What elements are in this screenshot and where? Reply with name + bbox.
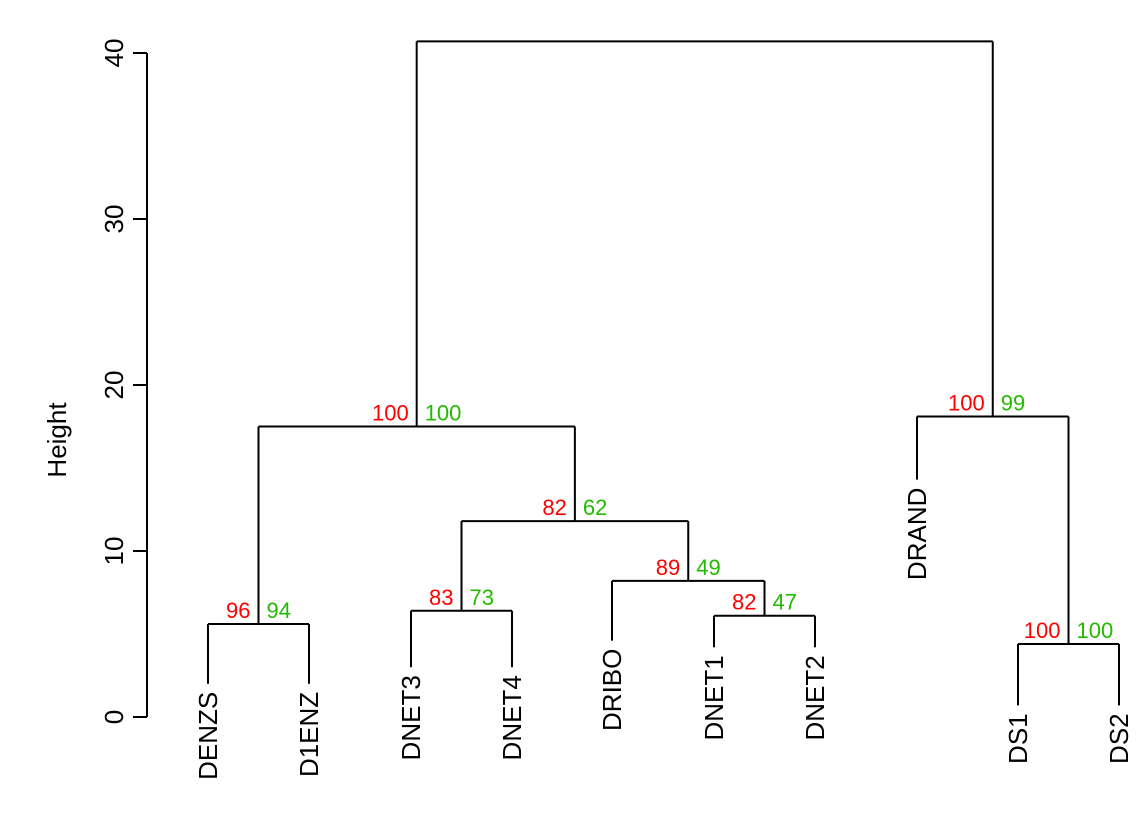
au-value-label: 100: [1024, 618, 1061, 643]
bp-value-label: 94: [267, 598, 291, 623]
leaf-label: DS2: [1104, 713, 1134, 764]
bp-value-label: 62: [583, 495, 607, 520]
bp-value-label: 49: [696, 555, 720, 580]
edge-labels: 96 94 83 73 82 47 89 49 82 62 100 100 100 100 100 99: [226, 391, 1113, 643]
leaf-label: DRAND: [902, 488, 932, 580]
bp-value-label: 100: [425, 401, 462, 426]
au-value-label: 96: [226, 598, 250, 623]
au-value-label: 82: [732, 590, 756, 615]
y-axis-label: Height: [42, 402, 72, 478]
leaf-label: D1ENZ: [294, 692, 324, 777]
y-tick-label: 0: [99, 710, 129, 724]
au-value-label: 83: [429, 585, 453, 610]
leaf-label: DNET1: [699, 655, 729, 740]
leaf-labels: DENZS D1ENZ DNET3 DNET4 DRIBO DNET1 DNET2 DRAND…: [193, 488, 1134, 780]
au-value-label: 100: [948, 391, 985, 416]
au-value-label: 82: [542, 495, 566, 520]
bp-value-label: 100: [1077, 618, 1114, 643]
bp-value-label: 47: [773, 590, 797, 615]
dendrogram-branches: [207, 40, 1120, 706]
au-value-label: 89: [656, 555, 680, 580]
y-tick-label: 20: [99, 371, 129, 400]
leaf-label: DS1: [1003, 713, 1033, 764]
bp-value-label: 73: [470, 585, 494, 610]
y-axis: 0 10 20 30 40: [99, 39, 148, 724]
au-value-label: 100: [372, 401, 409, 426]
leaf-label: DNET4: [497, 675, 527, 760]
leaf-label: DNET3: [396, 675, 426, 760]
leaf-label: DRIBO: [597, 649, 627, 731]
y-tick-label: 40: [99, 39, 129, 68]
bp-value-label: 99: [1001, 391, 1025, 416]
y-tick-label: 10: [99, 537, 129, 566]
y-tick-label: 30: [99, 205, 129, 234]
leaf-label: DENZS: [193, 692, 223, 780]
leaf-label: DNET2: [800, 655, 830, 740]
